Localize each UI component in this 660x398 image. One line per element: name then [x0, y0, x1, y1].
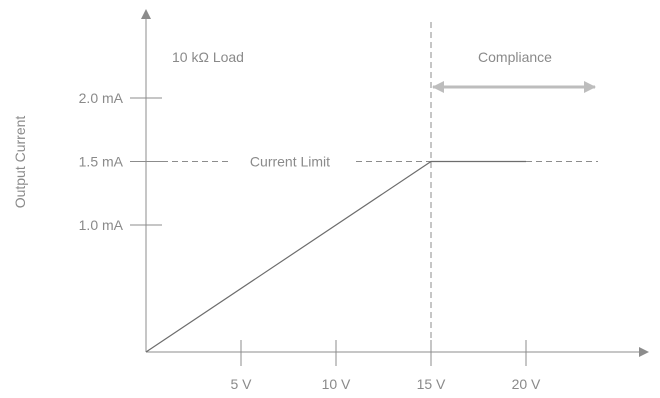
- x-tick-label-0: 5 V: [230, 376, 252, 392]
- compliance-label: Compliance: [478, 49, 552, 65]
- x-tick-label-3: 20 V: [512, 376, 541, 392]
- x-tick-label-1: 10 V: [322, 376, 351, 392]
- load-annotation: 10 kΩ Load: [172, 49, 244, 65]
- x-tick-label-2: 15 V: [417, 376, 446, 392]
- y-tick-label-2: 2.0 mA: [79, 90, 124, 106]
- y-axis-label: Output Current: [12, 116, 28, 209]
- y-tick-label-1: 1.5 mA: [79, 154, 124, 170]
- series-line-0: [145, 160, 526, 353]
- y-tick-label-0: 1.0 mA: [79, 217, 124, 233]
- current-limit-label: Current Limit: [250, 154, 330, 170]
